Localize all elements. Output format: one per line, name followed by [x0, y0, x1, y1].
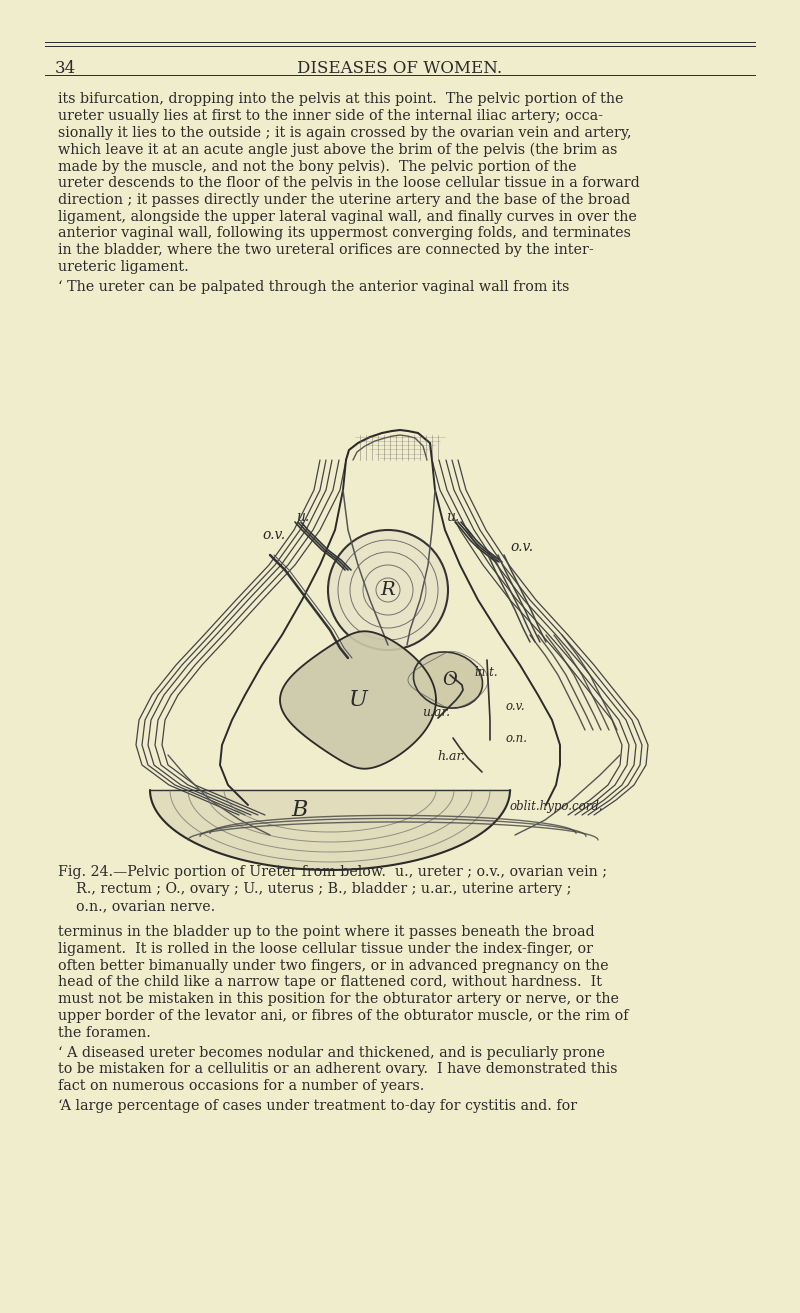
- Text: must not be mistaken in this position for the obturator artery or nerve, or the: must not be mistaken in this position fo…: [58, 993, 619, 1006]
- Text: o.n., ovarian nerve.: o.n., ovarian nerve.: [58, 899, 215, 913]
- Text: upper border of the levator ani, or fibres of the obturator muscle, or the rim o: upper border of the levator ani, or fibr…: [58, 1008, 629, 1023]
- Text: anterior vaginal wall, following its uppermost converging folds, and terminates: anterior vaginal wall, following its upp…: [58, 226, 631, 240]
- Polygon shape: [150, 790, 510, 871]
- Text: terminus in the bladder up to the point where it passes beneath the broad: terminus in the bladder up to the point …: [58, 924, 594, 939]
- Text: R., rectum ; O., ovary ; U., uterus ; B., bladder ; u.ar., uterine artery ;: R., rectum ; O., ovary ; U., uterus ; B.…: [58, 882, 571, 895]
- Text: o.v.: o.v.: [262, 528, 285, 542]
- Text: o.v.: o.v.: [510, 540, 533, 554]
- Text: head of the child like a narrow tape or flattened cord, without hardness.  It: head of the child like a narrow tape or …: [58, 976, 602, 990]
- Text: often better bimanually under two fingers, or in advanced pregnancy on the: often better bimanually under two finger…: [58, 958, 609, 973]
- Text: U: U: [349, 689, 367, 712]
- Circle shape: [328, 530, 448, 650]
- Text: ureteric ligament.: ureteric ligament.: [58, 260, 189, 274]
- Polygon shape: [280, 632, 436, 768]
- Text: in.t.: in.t.: [474, 666, 498, 679]
- Text: B: B: [292, 800, 308, 821]
- Text: its bifurcation, dropping into the pelvis at this point.  The pelvic portion of : its bifurcation, dropping into the pelvi…: [58, 92, 623, 106]
- Text: Fig. 24.—Pelvic portion of Ureter from below.  u., ureter ; o.v., ovarian vein ;: Fig. 24.—Pelvic portion of Ureter from b…: [58, 865, 607, 878]
- Text: ‘ A diseased ureter becomes nodular and thickened, and is peculiarly prone: ‘ A diseased ureter becomes nodular and …: [58, 1045, 605, 1060]
- Text: ureter usually lies at first to the inner side of the internal iliac artery; occ: ureter usually lies at first to the inne…: [58, 109, 603, 123]
- Text: ureter descends to the floor of the pelvis in the loose cellular tissue in a for: ureter descends to the floor of the pelv…: [58, 176, 640, 190]
- Text: O: O: [442, 671, 458, 689]
- Text: u.ar.: u.ar.: [422, 706, 450, 720]
- Text: oblit.hypo.cord.: oblit.hypo.cord.: [510, 800, 604, 813]
- Text: u.: u.: [296, 509, 310, 524]
- Text: ‘A large percentage of cases under treatment to-day for cystitis and. for: ‘A large percentage of cases under treat…: [58, 1099, 577, 1113]
- Text: ligament, alongside the upper lateral vaginal wall, and finally curves in over t: ligament, alongside the upper lateral va…: [58, 210, 637, 223]
- Text: the foramen.: the foramen.: [58, 1025, 151, 1040]
- Text: fact on numerous occasions for a number of years.: fact on numerous occasions for a number …: [58, 1079, 424, 1094]
- Text: o.n.: o.n.: [505, 733, 527, 744]
- Text: sionally it lies to the outside ; it is again crossed by the ovarian vein and ar: sionally it lies to the outside ; it is …: [58, 126, 631, 139]
- Text: ligament.  It is rolled in the loose cellular tissue under the index-finger, or: ligament. It is rolled in the loose cell…: [58, 941, 593, 956]
- Text: ‘ The ureter can be palpated through the anterior vaginal wall from its: ‘ The ureter can be palpated through the…: [58, 280, 570, 294]
- Text: o.v.: o.v.: [505, 700, 525, 713]
- Text: which leave it at an acute angle just above the brim of the pelvis (the brim as: which leave it at an acute angle just ab…: [58, 142, 618, 156]
- Text: 34: 34: [55, 60, 76, 77]
- Text: made by the muscle, and not the bony pelvis).  The pelvic portion of the: made by the muscle, and not the bony pel…: [58, 159, 577, 173]
- Text: in the bladder, where the two ureteral orifices are connected by the inter-: in the bladder, where the two ureteral o…: [58, 243, 594, 257]
- Ellipse shape: [414, 653, 482, 708]
- Text: direction ; it passes directly under the uterine artery and the base of the broa: direction ; it passes directly under the…: [58, 193, 630, 207]
- Text: to be mistaken for a cellulitis or an adherent ovary.  I have demonstrated this: to be mistaken for a cellulitis or an ad…: [58, 1062, 618, 1077]
- Text: DISEASES OF WOMEN.: DISEASES OF WOMEN.: [298, 60, 502, 77]
- Text: R: R: [381, 580, 395, 599]
- Text: u.: u.: [446, 509, 459, 524]
- Text: h.ar.: h.ar.: [437, 750, 465, 763]
